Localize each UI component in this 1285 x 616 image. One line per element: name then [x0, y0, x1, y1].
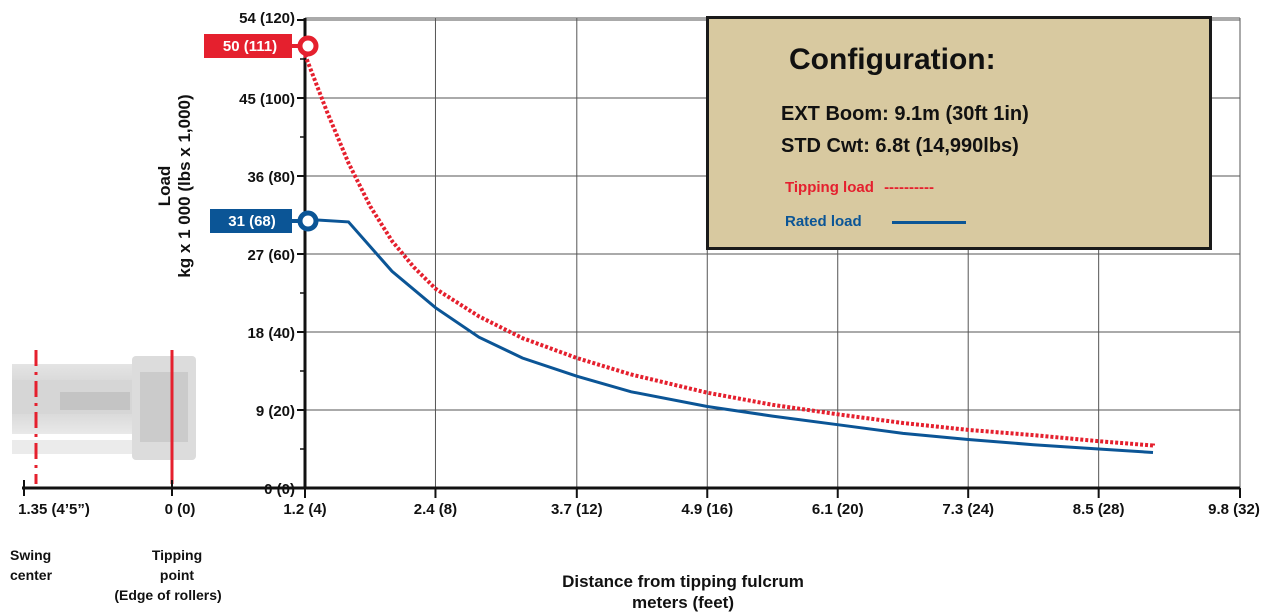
y-axis-title-line2: kg x 1 000 (lbs x 1,000): [175, 94, 194, 277]
tipping-point-x-label: 0 (0): [165, 501, 196, 518]
tipping-point-label-1: Tipping: [152, 547, 202, 563]
axis-ticks: 0 (0) 9 (20) 18 (40) 27 (60) 36 (80) 45 (100)…: [239, 10, 1260, 518]
x-tick-label: 3.7 (12): [551, 501, 603, 518]
y-tick-label: 27 (60): [247, 247, 295, 264]
x-tick-label: 4.9 (16): [681, 501, 733, 518]
legend-rated-label: Rated load: [785, 213, 862, 230]
legend-rated-swatch: [891, 220, 966, 224]
swing-center-label-1: Swing: [10, 547, 51, 563]
configuration-panel: Configuration: EXT Boom: 9.1m (30ft 1in)…: [706, 16, 1212, 250]
boom-config: EXT Boom: 9.1m (30ft 1in): [781, 103, 1029, 125]
x-axis-title-line2: meters (feet): [632, 593, 734, 612]
counterweight-config: STD Cwt: 6.8t (14,990lbs): [781, 135, 1019, 157]
y-axis-title-line1: Load: [155, 166, 174, 207]
series-rated-load: [304, 217, 1154, 454]
legend-tipping: Tipping load ----------: [785, 179, 934, 196]
x-tick-label: 2.4 (8): [414, 501, 457, 518]
tipping-max-marker: 50 (111): [204, 34, 319, 58]
swing-center-label-2: center: [10, 567, 53, 583]
x-tick-label: 7.3 (24): [942, 501, 994, 518]
y-tick-label: 45 (100): [239, 91, 295, 108]
rated-max-marker: 31 (68): [210, 209, 319, 233]
x-axis-title-line1: Distance from tipping fulcrum: [562, 572, 804, 591]
y-axis-title: Load kg x 1 000 (lbs x 1,000): [155, 94, 194, 277]
rated-max-label: 31 (68): [228, 213, 276, 230]
tipping-point-label-3: (Edge of rollers): [114, 587, 221, 603]
tipping-point-label-2: point: [160, 567, 195, 583]
x-tick-label: 9.8 (32): [1208, 501, 1260, 518]
x-tick-label: 8.5 (28): [1073, 501, 1125, 518]
y-tick-label: 18 (40): [247, 325, 295, 342]
y-tick-label: 36 (80): [247, 169, 295, 186]
machine-illustration: [12, 356, 196, 460]
series-tipping-load: [303, 53, 1155, 448]
swing-center-x-label: 1.35 (4’5”): [18, 501, 90, 518]
legend-rated: Rated load: [785, 213, 966, 230]
x-tick-label: 6.1 (20): [812, 501, 864, 518]
y-tick-label: 54 (120): [239, 10, 295, 27]
tipping-max-label: 50 (111): [223, 38, 277, 55]
configuration-title: Configuration:: [789, 43, 996, 76]
legend-tipping-marker: ----------: [884, 179, 935, 196]
y-tick-label: 0 (0): [264, 481, 295, 498]
legend-tipping-label: Tipping load: [785, 179, 874, 196]
y-tick-label: 9 (20): [256, 403, 295, 420]
x-tick-label: 1.2 (4): [283, 501, 326, 518]
